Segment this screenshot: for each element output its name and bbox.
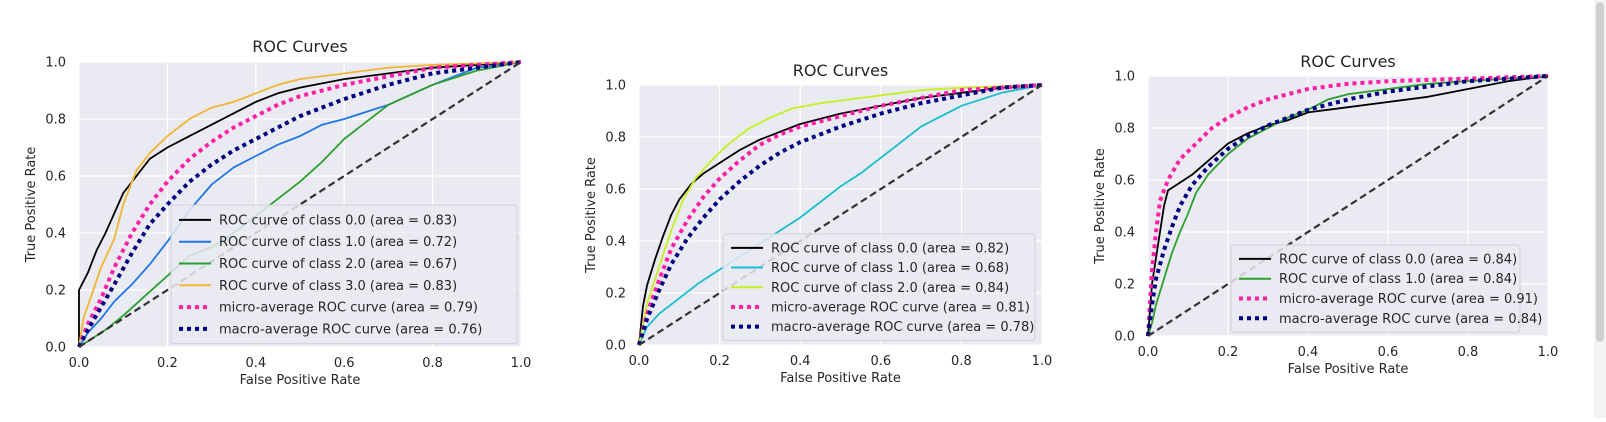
legend-box bbox=[722, 233, 1036, 341]
y-tick-label: 0.4 bbox=[605, 235, 626, 250]
legend-box bbox=[170, 204, 518, 345]
legend-entry-label: ROC curve of class 1.0 (area = 0.72) bbox=[219, 235, 457, 250]
x-tick-label: 0.8 bbox=[422, 356, 443, 371]
series-line-4 bbox=[1146, 74, 1549, 337]
chart-title: ROC Curves bbox=[1300, 52, 1396, 71]
y-tick-label: 0.4 bbox=[45, 227, 66, 242]
legend-entry-label: ROC curve of class 3.0 (area = 0.83) bbox=[219, 279, 457, 294]
series-line-5 bbox=[77, 60, 522, 348]
x-tick-label: 1.0 bbox=[1032, 354, 1053, 369]
y-tick-label: 0.8 bbox=[1114, 122, 1135, 137]
series-line-6 bbox=[77, 60, 522, 348]
series-line-3 bbox=[638, 84, 1043, 346]
x-tick-label: 0.6 bbox=[870, 354, 891, 369]
x-tick-label: 0.6 bbox=[1378, 345, 1399, 360]
plot-lines bbox=[637, 83, 1043, 346]
y-tick-label: 0.2 bbox=[1114, 278, 1135, 293]
x-tick-label: 0.8 bbox=[951, 354, 972, 369]
y-axis-label: True Positive Rate bbox=[584, 157, 599, 274]
series-line-1 bbox=[1147, 75, 1549, 337]
legend-box bbox=[1230, 244, 1521, 333]
legend: ROC curve of class 0.0 (area = 0.84) ROC … bbox=[1230, 244, 1542, 333]
y-tick-label: 0.0 bbox=[1114, 330, 1135, 345]
y-tick-label: 0.4 bbox=[1114, 226, 1135, 241]
y-tick-label: 0.6 bbox=[605, 183, 626, 198]
y-tick-label: 0.2 bbox=[605, 287, 626, 302]
roc-chart-3: 0.0 0.2 0.4 0.6 0.8 1.0 0.0 0.2 0.4 0.6 0.8 1.0 ROC … bbox=[1093, 52, 1558, 377]
legend-entry-label: macro-average ROC curve (area = 0.84) bbox=[1279, 312, 1542, 327]
chart-title: ROC Curves bbox=[252, 37, 348, 56]
y-tick-label: 1.0 bbox=[605, 79, 626, 94]
legend-entry-label: micro-average ROC curve (area = 0.81) bbox=[771, 300, 1030, 315]
x-axis-label: False Positive Rate bbox=[240, 373, 361, 388]
x-tick-label: 0.2 bbox=[157, 356, 178, 371]
y-tick-label: 0.0 bbox=[605, 339, 626, 354]
y-tick-label: 1.0 bbox=[1114, 70, 1135, 85]
series-line-4 bbox=[78, 61, 522, 348]
y-tick-label: 0.2 bbox=[45, 284, 66, 299]
x-tick-label: 1.0 bbox=[511, 356, 532, 371]
x-tick-label: 0.2 bbox=[1218, 345, 1239, 360]
chance-diagonal-line bbox=[638, 84, 1043, 346]
y-tick-label: 0.6 bbox=[45, 170, 66, 185]
y-tick-label: 0.8 bbox=[45, 113, 66, 128]
y-tick-label: 0.0 bbox=[45, 341, 66, 356]
series-line-5 bbox=[637, 83, 1043, 346]
legend-entry-label: micro-average ROC curve (area = 0.79) bbox=[219, 301, 478, 316]
legend-entry-label: ROC curve of class 2.0 (area = 0.67) bbox=[219, 257, 457, 272]
legend-entry-label: ROC curve of class 0.0 (area = 0.84) bbox=[1279, 252, 1517, 267]
legend-entry-label: ROC curve of class 1.0 (area = 0.68) bbox=[771, 261, 1009, 276]
legend: ROC curve of class 0.0 (area = 0.83) ROC … bbox=[170, 204, 518, 345]
x-axis-label: False Positive Rate bbox=[780, 371, 901, 386]
x-tick-label: 0.6 bbox=[334, 356, 355, 371]
x-tick-label: 0.8 bbox=[1458, 345, 1479, 360]
x-tick-label: 0.4 bbox=[790, 354, 811, 369]
plot-lines bbox=[1146, 74, 1549, 337]
y-tick-label: 0.6 bbox=[1114, 174, 1135, 189]
roc-chart-2: 0.0 0.2 0.4 0.6 0.8 1.0 0.0 0.2 0.4 0.6 0.8 1.0 ROC … bbox=[584, 61, 1052, 386]
x-tick-label: 1.0 bbox=[1538, 345, 1559, 360]
legend-entry-label: macro-average ROC curve (area = 0.78) bbox=[771, 320, 1034, 335]
x-tick-label: 0.2 bbox=[709, 354, 730, 369]
x-tick-label: 0.0 bbox=[69, 356, 90, 371]
legend-entry-label: ROC curve of class 2.0 (area = 0.84) bbox=[771, 281, 1009, 296]
legend-entry-label: ROC curve of class 0.0 (area = 0.83) bbox=[219, 213, 457, 228]
y-tick-label: 0.8 bbox=[605, 131, 626, 146]
y-axis-label: True Positive Rate bbox=[1093, 148, 1108, 265]
x-tick-label: 0.0 bbox=[1138, 345, 1159, 360]
series-line-2 bbox=[638, 84, 1043, 346]
chart-title: ROC Curves bbox=[793, 61, 889, 80]
scrollbar-thumb[interactable] bbox=[1596, 2, 1604, 342]
roc-chart-1: 0.0 0.2 0.4 0.6 0.8 1.0 0.0 0.2 0.4 0.6 0.8 1.0 ROC … bbox=[24, 37, 531, 388]
y-axis-label: True Positive Rate bbox=[24, 147, 39, 264]
series-line-4 bbox=[637, 83, 1043, 346]
chance-diagonal-line bbox=[1147, 75, 1549, 337]
y-tick-label: 1.0 bbox=[45, 56, 66, 71]
series-line-3 bbox=[1146, 74, 1549, 337]
series-line-2 bbox=[1147, 75, 1549, 337]
legend-entry-label: micro-average ROC curve (area = 0.91) bbox=[1279, 292, 1538, 307]
legend-entry-label: macro-average ROC curve (area = 0.76) bbox=[219, 322, 482, 337]
x-tick-label: 0.4 bbox=[1298, 345, 1319, 360]
legend: ROC curve of class 0.0 (area = 0.82) ROC … bbox=[722, 233, 1036, 341]
x-tick-label: 0.4 bbox=[245, 356, 266, 371]
vertical-scrollbar[interactable] bbox=[1594, 0, 1606, 418]
series-line-1 bbox=[78, 61, 522, 347]
x-tick-label: 0.0 bbox=[629, 354, 650, 369]
x-axis-label: False Positive Rate bbox=[1288, 362, 1409, 377]
legend-entry-label: ROC curve of class 0.0 (area = 0.82) bbox=[771, 241, 1009, 256]
legend-entry-label: ROC curve of class 1.0 (area = 0.84) bbox=[1279, 272, 1517, 287]
